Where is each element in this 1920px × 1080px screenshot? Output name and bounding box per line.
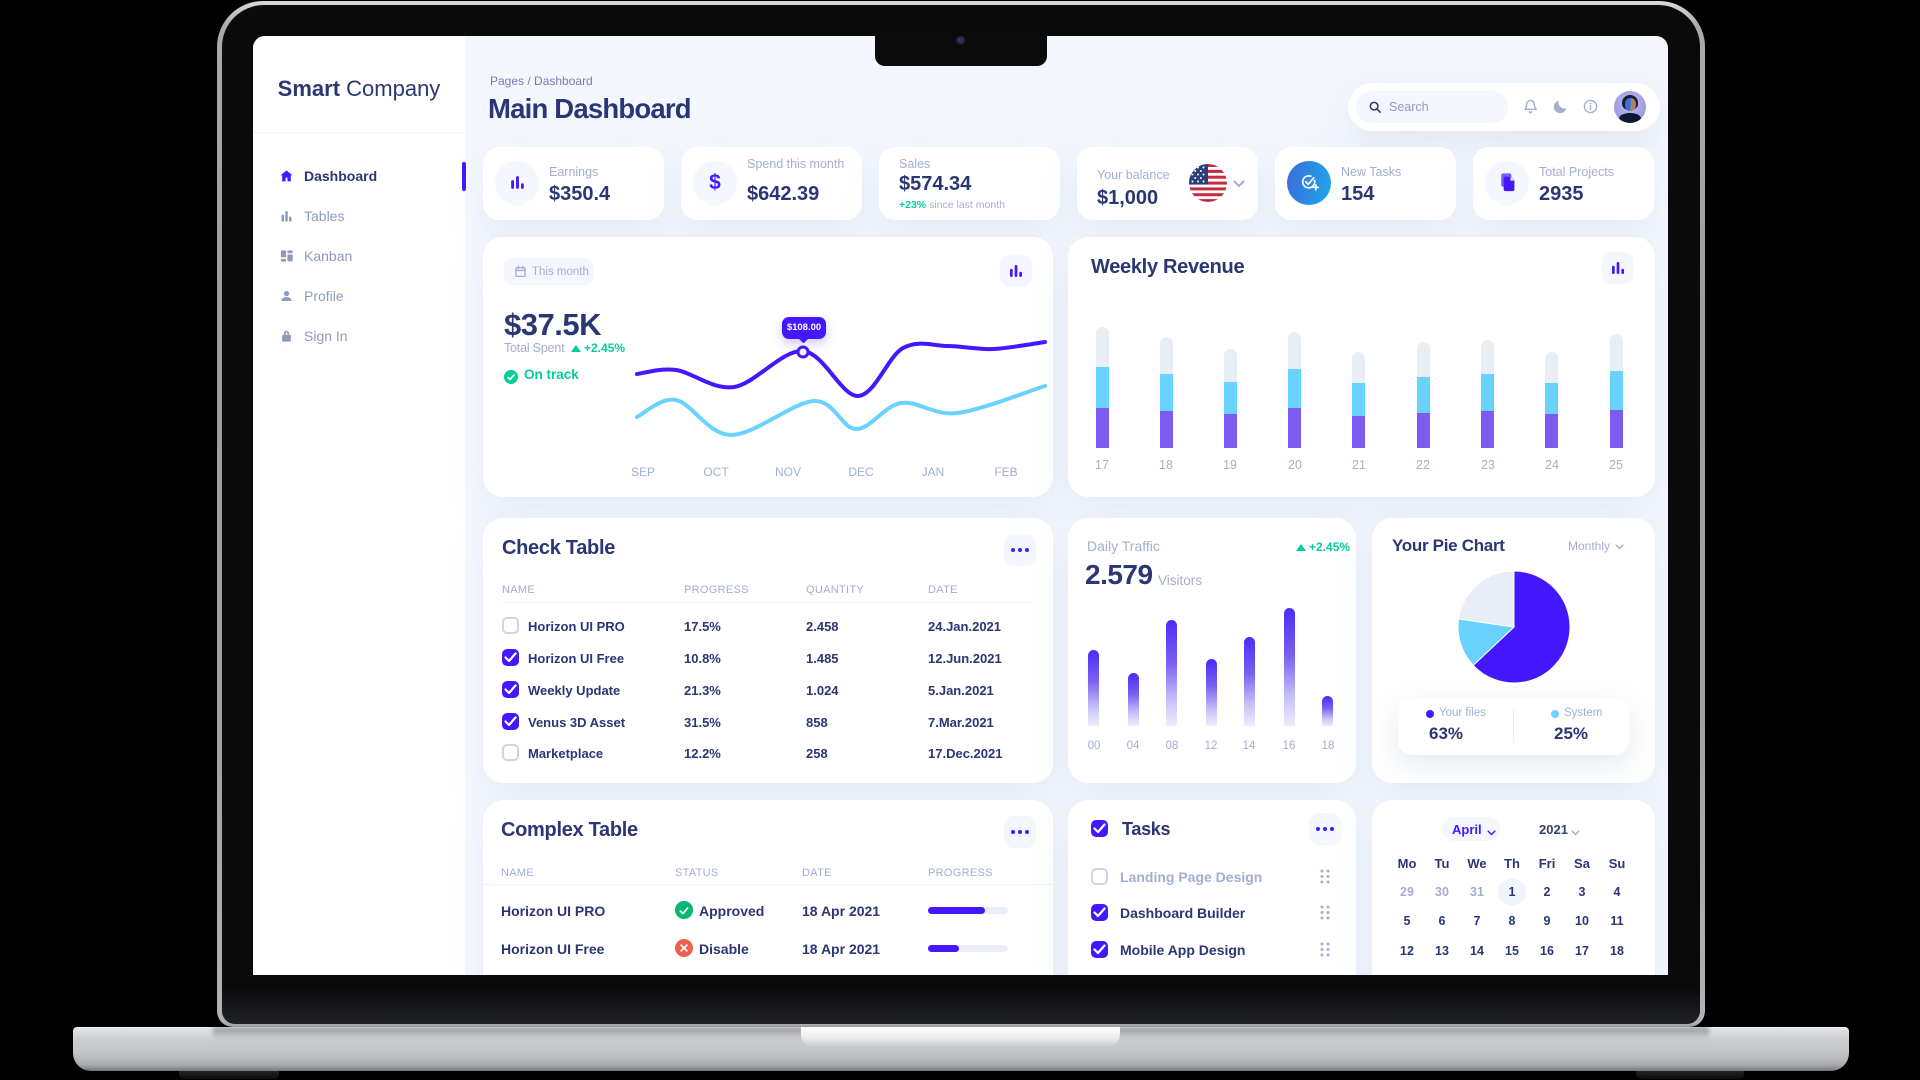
svg-text:DEC: DEC <box>848 465 874 479</box>
svg-text:OCT: OCT <box>703 465 729 479</box>
svg-text:SEP: SEP <box>631 465 655 479</box>
svg-text:JAN: JAN <box>922 465 945 479</box>
svg-text:FEB: FEB <box>994 465 1017 479</box>
svg-text:NOV: NOV <box>775 465 801 479</box>
